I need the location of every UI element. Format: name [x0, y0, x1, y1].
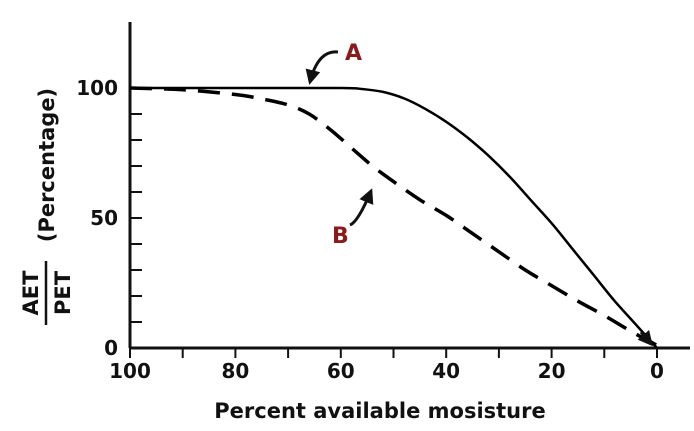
annotations: AB	[305, 41, 653, 347]
tick-labels: 100 80 60 40 20 0 0 50 100	[76, 76, 664, 383]
x-tick-label: 60	[327, 359, 355, 383]
series-label-a: A	[345, 41, 362, 66]
x-tick-label: 100	[109, 359, 151, 383]
x-tick-label: 20	[538, 359, 566, 383]
y-axis-title-numerator: AET	[19, 270, 43, 316]
arrow-a-icon	[305, 50, 339, 85]
series-line-a	[129, 86, 658, 349]
y-axis-title: AET PET (Percentage)	[19, 88, 75, 325]
series-label-b: B	[332, 224, 349, 249]
y-axis-title-denominator: PET	[51, 270, 75, 315]
y-axis-title-suffix: (Percentage)	[35, 88, 59, 242]
x-tick-label: 0	[650, 359, 664, 383]
y-tick-label: 50	[90, 206, 118, 230]
axes	[128, 22, 690, 350]
x-axis-title: Percent available mosisture	[214, 399, 545, 423]
arrow-end-icon	[637, 329, 653, 347]
y-tick-label: 100	[76, 76, 118, 100]
x-tick-label: 40	[432, 359, 460, 383]
series-lines	[129, 86, 658, 349]
tick-marks	[129, 87, 658, 358]
arrow-b-icon	[349, 188, 374, 227]
y-tick-label: 0	[104, 336, 118, 360]
x-tick-label: 80	[221, 359, 249, 383]
series-line-b	[129, 86, 658, 347]
